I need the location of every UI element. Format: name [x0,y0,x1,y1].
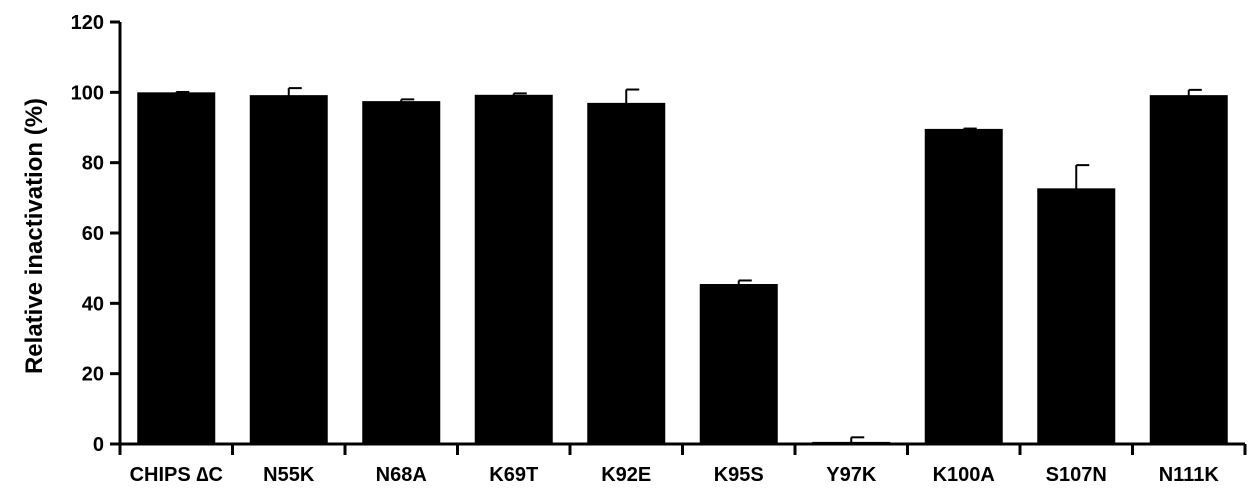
bar [1149,95,1228,444]
bar [587,102,666,444]
x-tick-label: K100A [933,464,995,486]
y-tick-label: 0 [93,434,104,456]
error-bars [175,87,1202,443]
y-tick-label: 60 [82,223,104,245]
x-tick-label: Y97K [826,464,877,486]
x-tick-label: N68A [376,464,427,486]
y-tick-label: 40 [82,293,104,315]
y-axis-ticks: 0 20 40 60 80 100 120 [71,12,120,456]
bar [699,283,778,444]
bar [249,95,328,444]
bar [1037,188,1116,444]
x-tick-label: N55K [263,464,315,486]
x-tick-label: N111K [1159,464,1220,486]
bar [137,92,216,444]
y-axis-label: Relative inactivation (%) [21,98,48,374]
y-tick-label: 80 [82,153,104,175]
x-tick-label: CHIPS ∆C [130,464,223,486]
y-tick-label: 20 [82,364,104,386]
bar [924,128,1003,444]
x-tick-label: K92E [601,464,651,486]
y-tick-label: 100 [71,82,104,104]
x-tick-label: K95S [714,464,764,486]
x-axis-ticks: CHIPS ∆C N55K N68A K69T K92E K95S Y97K K100A S10… [118,444,1247,486]
x-tick-label: K69T [489,464,538,486]
x-tick-label: S107N [1046,464,1107,486]
bars [137,92,1228,445]
y-tick-label: 120 [71,12,104,34]
bar [362,101,441,444]
bar [474,94,553,445]
